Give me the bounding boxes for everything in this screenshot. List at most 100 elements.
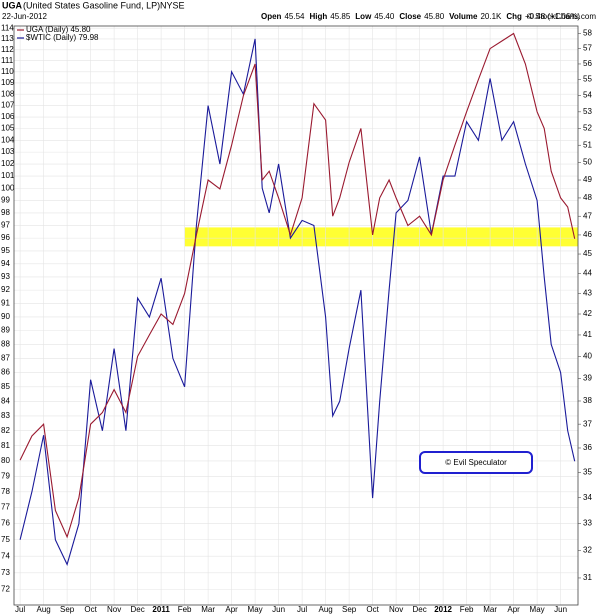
x-tick-label: Feb <box>460 605 474 614</box>
x-tick-label: Oct <box>366 605 379 614</box>
plot-frame <box>13 25 579 606</box>
y2-tick-label: 56 <box>583 59 592 68</box>
y-tick-label: 101 <box>1 171 15 180</box>
y-tick-label: 100 <box>1 183 15 192</box>
y2-tick-label: 50 <box>583 158 592 167</box>
y-tick-label: 104 <box>1 135 15 144</box>
x-tick-label: Dec <box>412 605 426 614</box>
y-tick-label: 103 <box>1 147 15 156</box>
x-tick-label: Jun <box>554 605 567 614</box>
y-tick-label: 72 <box>1 585 10 594</box>
y-tick-label: 78 <box>1 487 10 496</box>
y2-tick-label: 38 <box>583 396 592 405</box>
x-tick-label: 2011 <box>152 605 170 614</box>
y-tick-label: 114 <box>1 23 14 32</box>
legend-label: $WTIC (Daily) 79.98 <box>26 33 99 42</box>
y-tick-label: 75 <box>1 535 10 544</box>
y2-tick-label: 54 <box>583 91 592 100</box>
y2-tick-label: 37 <box>583 419 592 428</box>
quote-label: Low <box>355 12 372 21</box>
x-tick-label: May <box>530 605 545 614</box>
quote-label: Close <box>399 12 421 21</box>
x-tick-label: May <box>248 605 263 614</box>
y2-tick-label: 42 <box>583 309 592 318</box>
y-tick-label: 97 <box>1 221 10 230</box>
y-tick-label: 79 <box>1 471 10 480</box>
y-tick-label: 102 <box>1 159 15 168</box>
y2-tick-label: 55 <box>583 75 592 84</box>
y2-tick-label: 34 <box>583 493 592 502</box>
x-tick-label: Feb <box>178 605 192 614</box>
y-tick-label: 105 <box>1 124 15 133</box>
y2-tick-label: 48 <box>583 193 592 202</box>
quote-value: +0.48 (+1.06%) <box>525 12 580 21</box>
y2-tick-label: 57 <box>583 44 592 53</box>
symbol: UGA <box>2 0 23 10</box>
y-tick-label: 77 <box>1 503 10 512</box>
y-tick-label: 84 <box>1 396 10 405</box>
legend-label: UGA (Daily) 45.80 <box>26 25 91 34</box>
y-tick-label: 86 <box>1 368 10 377</box>
x-tick-label: Apr <box>225 605 238 614</box>
quote-label: High <box>309 12 327 21</box>
x-tick-label: Nov <box>389 605 403 614</box>
x-tick-label: Apr <box>507 605 520 614</box>
x-tick-label: Sep <box>60 605 75 614</box>
y-tick-label: 108 <box>1 89 15 98</box>
x-tick-label: Mar <box>201 605 215 614</box>
y-tick-label: 88 <box>1 340 10 349</box>
x-tick-label: Mar <box>483 605 497 614</box>
y-tick-label: 96 <box>1 233 10 242</box>
y-tick-label: 99 <box>1 196 10 205</box>
y-tick-label: 109 <box>1 78 15 87</box>
y2-tick-label: 49 <box>583 175 592 184</box>
y2-tick-label: 47 <box>583 211 592 220</box>
y2-tick-label: 35 <box>583 468 592 477</box>
y-tick-label: 112 <box>1 45 14 54</box>
y-tick-label: 73 <box>1 568 10 577</box>
y-tick-label: 95 <box>1 246 10 255</box>
y-tick-label: 98 <box>1 208 10 217</box>
quote-value: 20.1K <box>480 12 502 21</box>
y2-tick-label: 45 <box>583 249 592 258</box>
y-tick-label: 76 <box>1 519 10 528</box>
y-tick-label: 92 <box>1 285 10 294</box>
y2-tick-label: 43 <box>583 289 592 298</box>
y-tick-label: 81 <box>1 441 10 450</box>
annotation: © Evil Speculator <box>445 458 507 467</box>
highlight-band <box>184 227 579 247</box>
x-tick-label: Aug <box>318 605 332 614</box>
y-tick-label: 90 <box>1 312 10 321</box>
quote-value: 45.85 <box>330 12 351 21</box>
y-tick-label: 110 <box>1 67 14 76</box>
y2-tick-label: 58 <box>583 29 592 38</box>
y-tick-label: 89 <box>1 326 10 335</box>
x-tick-label: Sep <box>342 605 357 614</box>
y2-tick-label: 44 <box>583 269 592 278</box>
annotation-box <box>419 451 533 474</box>
y-tick-label: 87 <box>1 354 10 363</box>
y-tick-label: 83 <box>1 411 10 420</box>
credit: © StockCharts.com <box>527 12 596 21</box>
x-tick-label: Jun <box>272 605 285 614</box>
y2-tick-label: 53 <box>583 107 592 116</box>
quote-label: Volume <box>449 12 478 21</box>
x-tick-label: 2012 <box>434 605 452 614</box>
y-tick-label: 85 <box>1 382 10 391</box>
quote-value: 45.54 <box>284 12 305 21</box>
y-tick-label: 113 <box>1 34 14 43</box>
y2-tick-label: 33 <box>583 519 592 528</box>
y-tick-label: 91 <box>1 299 10 308</box>
y2-tick-label: 36 <box>583 443 592 452</box>
y-tick-label: 94 <box>1 259 10 268</box>
y2-tick-label: 41 <box>583 330 592 339</box>
y-tick-label: 93 <box>1 272 10 281</box>
x-tick-label: Nov <box>107 605 121 614</box>
y2-tick-label: 52 <box>583 123 592 132</box>
y-tick-label: 82 <box>1 426 10 435</box>
chart-title: (United States Gasoline Fund, LP) <box>23 0 160 10</box>
y-tick-label: 107 <box>1 101 15 110</box>
quote: Open 45.54 High 45.85 Low 45.40 Close 45.80 Volu… <box>261 12 580 21</box>
